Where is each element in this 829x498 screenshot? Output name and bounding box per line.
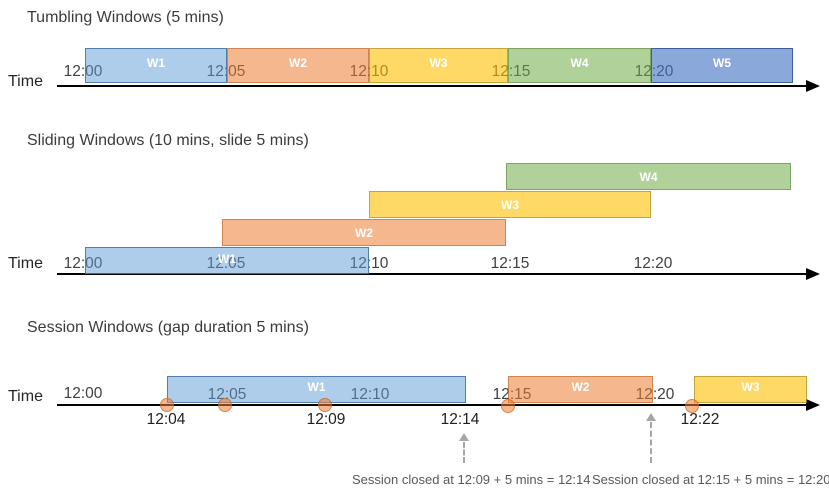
event-label-1209: 12:09 — [306, 411, 346, 428]
session-timeline-arrow-icon — [806, 399, 820, 411]
event-dot-1204 — [160, 398, 174, 412]
tumbling-window-w3: W3 — [369, 48, 508, 83]
session-close-arrow-1 — [463, 442, 465, 463]
tumbling-window-w5: W5 — [651, 48, 793, 83]
sliding-window-w1: W1 — [85, 247, 369, 274]
sliding-time-axis-label: Time — [8, 255, 43, 272]
event-label-1204: 12:04 — [146, 411, 186, 428]
tumbling-section-title: Tumbling Windows (5 mins) — [27, 9, 224, 26]
session-close-arrow-1-head-icon — [459, 433, 469, 441]
sliding-tick-1220: 12:20 — [633, 255, 673, 272]
session-window-w1: W1 — [167, 376, 466, 403]
window-label: W1 — [218, 252, 236, 266]
event-label-1214: 12:14 — [440, 411, 480, 428]
session-close-arrow-2 — [650, 422, 652, 463]
session-tick-1200: 12:00 — [63, 385, 103, 402]
sliding-tick-1215: 12:15 — [490, 255, 530, 272]
sliding-section-title: Sliding Windows (10 mins, slide 5 mins) — [27, 132, 309, 149]
tumbling-window-w2: W2 — [227, 48, 369, 83]
session-window-w3: W3 — [694, 376, 807, 403]
event-dot-1215 — [501, 399, 515, 413]
event-dot-1205 — [218, 398, 232, 412]
window-label: W1 — [307, 380, 326, 394]
tumbling-window-w4: W4 — [508, 48, 651, 83]
sliding-window-w2: W2 — [222, 219, 506, 246]
window-label: W4 — [639, 170, 658, 184]
session-time-axis-label: Time — [8, 388, 43, 405]
window-label: W3 — [501, 198, 519, 212]
sliding-window-w4: W4 — [506, 163, 791, 190]
tumbling-window-w1: W1 — [85, 48, 227, 83]
window-label: W2 — [289, 56, 307, 70]
session-close-annotation-1: Session closed at 12:09 + 5 mins = 12:14 — [352, 472, 591, 487]
window-label: W3 — [429, 56, 448, 70]
event-label-1222: 12:22 — [680, 411, 720, 428]
window-label: W4 — [570, 56, 589, 70]
session-timeline — [57, 404, 809, 406]
event-dot-1209 — [318, 398, 332, 412]
window-label: W3 — [741, 380, 760, 394]
sliding-window-w3: W3 — [369, 191, 651, 218]
tumbling-timeline — [57, 85, 809, 87]
session-window-w2: W2 — [508, 376, 653, 403]
tumbling-timeline-arrow-icon — [806, 80, 820, 92]
session-close-annotation-2: Session closed at 12:15 + 5 mins = 12:20 — [592, 472, 829, 487]
session-section-title: Session Windows (gap duration 5 mins) — [27, 319, 309, 336]
window-label: W1 — [147, 56, 165, 70]
window-label: W2 — [355, 226, 373, 240]
tumbling-time-axis-label: Time — [8, 73, 43, 90]
session-close-arrow-2-head-icon — [646, 413, 656, 421]
event-dot-1222 — [685, 399, 699, 413]
window-label: W2 — [571, 380, 590, 394]
window-label: W5 — [713, 56, 731, 70]
sliding-timeline-arrow-icon — [806, 268, 820, 280]
sliding-timeline — [57, 273, 809, 275]
